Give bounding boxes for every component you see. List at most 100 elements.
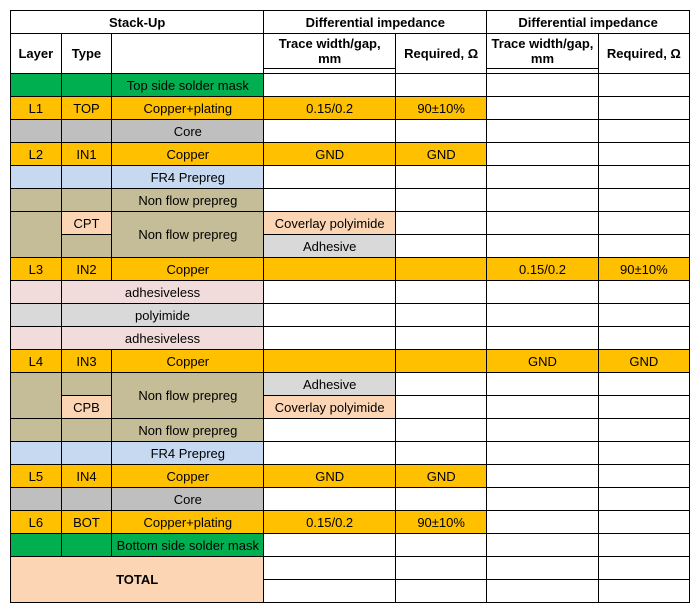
cell: IN2 [61,258,112,281]
cell [598,281,689,304]
header-stackup: Stack-Up [11,11,264,34]
cell [487,212,598,235]
cell [396,557,487,580]
cell: Copper [112,143,264,166]
cell [487,304,598,327]
cell: Top side solder mask [112,74,264,97]
cell [264,350,396,373]
cell: 90±10% [598,258,689,281]
cell [396,120,487,143]
cell [598,442,689,465]
header-req1: Required, Ω [396,34,487,74]
cell: Non flow prepreg [112,419,264,442]
table-row: L6BOTCopper+plating0.15/0.290±10% [11,511,690,534]
cell [396,373,487,396]
table-row: L5IN4CopperGNDGND [11,465,690,488]
table-row: adhesiveless [11,327,690,350]
cell [598,511,689,534]
cell [11,442,62,465]
cell [264,120,396,143]
cell [487,465,598,488]
cell [598,580,689,603]
cell [61,189,112,212]
cell [396,396,487,419]
table-row: L4IN3CopperGNDGND [11,350,690,373]
cell [396,212,487,235]
cell: GND [264,465,396,488]
cell [264,488,396,511]
cell [487,235,598,258]
cell [598,166,689,189]
cell [598,557,689,580]
cell [598,488,689,511]
cell: 0.15/0.2 [487,258,598,281]
cell [61,534,112,557]
cell [487,580,598,603]
cell [11,212,62,258]
cell [264,580,396,603]
cell [598,189,689,212]
cell [61,74,112,97]
cell: GND [396,143,487,166]
cell: Copper+plating [112,511,264,534]
cell: Adhesive [264,373,396,396]
cell: GND [487,350,598,373]
cell [396,419,487,442]
cell [487,143,598,166]
table-row: polyimide [11,304,690,327]
cell: 0.15/0.2 [264,511,396,534]
cell [264,327,396,350]
cell [264,557,396,580]
cell [487,166,598,189]
cell: adhesiveless [61,327,264,350]
cell [264,281,396,304]
cell: Copper [112,258,264,281]
table-row: Bottom side solder mask [11,534,690,557]
cell [264,166,396,189]
cell [11,281,62,304]
cell [11,534,62,557]
cell: GND [396,465,487,488]
table-row: L2IN1CopperGNDGND [11,143,690,166]
cell [598,212,689,235]
cell [487,534,598,557]
cell [11,120,62,143]
header-blank [112,34,264,74]
cell [396,281,487,304]
cell [487,511,598,534]
cell [61,166,112,189]
cell [396,442,487,465]
cell: 0.15/0.2 [264,97,396,120]
cell: TOP [61,97,112,120]
cell [598,419,689,442]
table-row: L3IN2Copper0.15/0.290±10% [11,258,690,281]
cell [487,189,598,212]
cell: IN3 [61,350,112,373]
cell [487,120,598,143]
cell [487,74,598,97]
table-row: CPTNon flow prepregCoverlay polyimide [11,212,690,235]
cell: Copper+plating [112,97,264,120]
cell: Non flow prepreg [112,189,264,212]
cell [487,488,598,511]
cell [598,465,689,488]
cell: GND [598,350,689,373]
table-body: Top side solder maskL1TOPCopper+plating0… [11,74,690,603]
header-req2: Required, Ω [598,34,689,74]
cell [396,304,487,327]
cell: L6 [11,511,62,534]
cell [61,488,112,511]
cell [598,235,689,258]
cell [11,488,62,511]
table-row: Core [11,488,690,511]
cell: Coverlay polyimide [264,396,396,419]
table-row: Non flow prepreg [11,419,690,442]
cell [396,74,487,97]
cell [11,327,62,350]
cell [264,304,396,327]
cell: FR4 Prepreg [112,442,264,465]
cell: L5 [11,465,62,488]
cell [487,327,598,350]
cell: adhesiveless [61,281,264,304]
header-type: Type [61,34,112,74]
